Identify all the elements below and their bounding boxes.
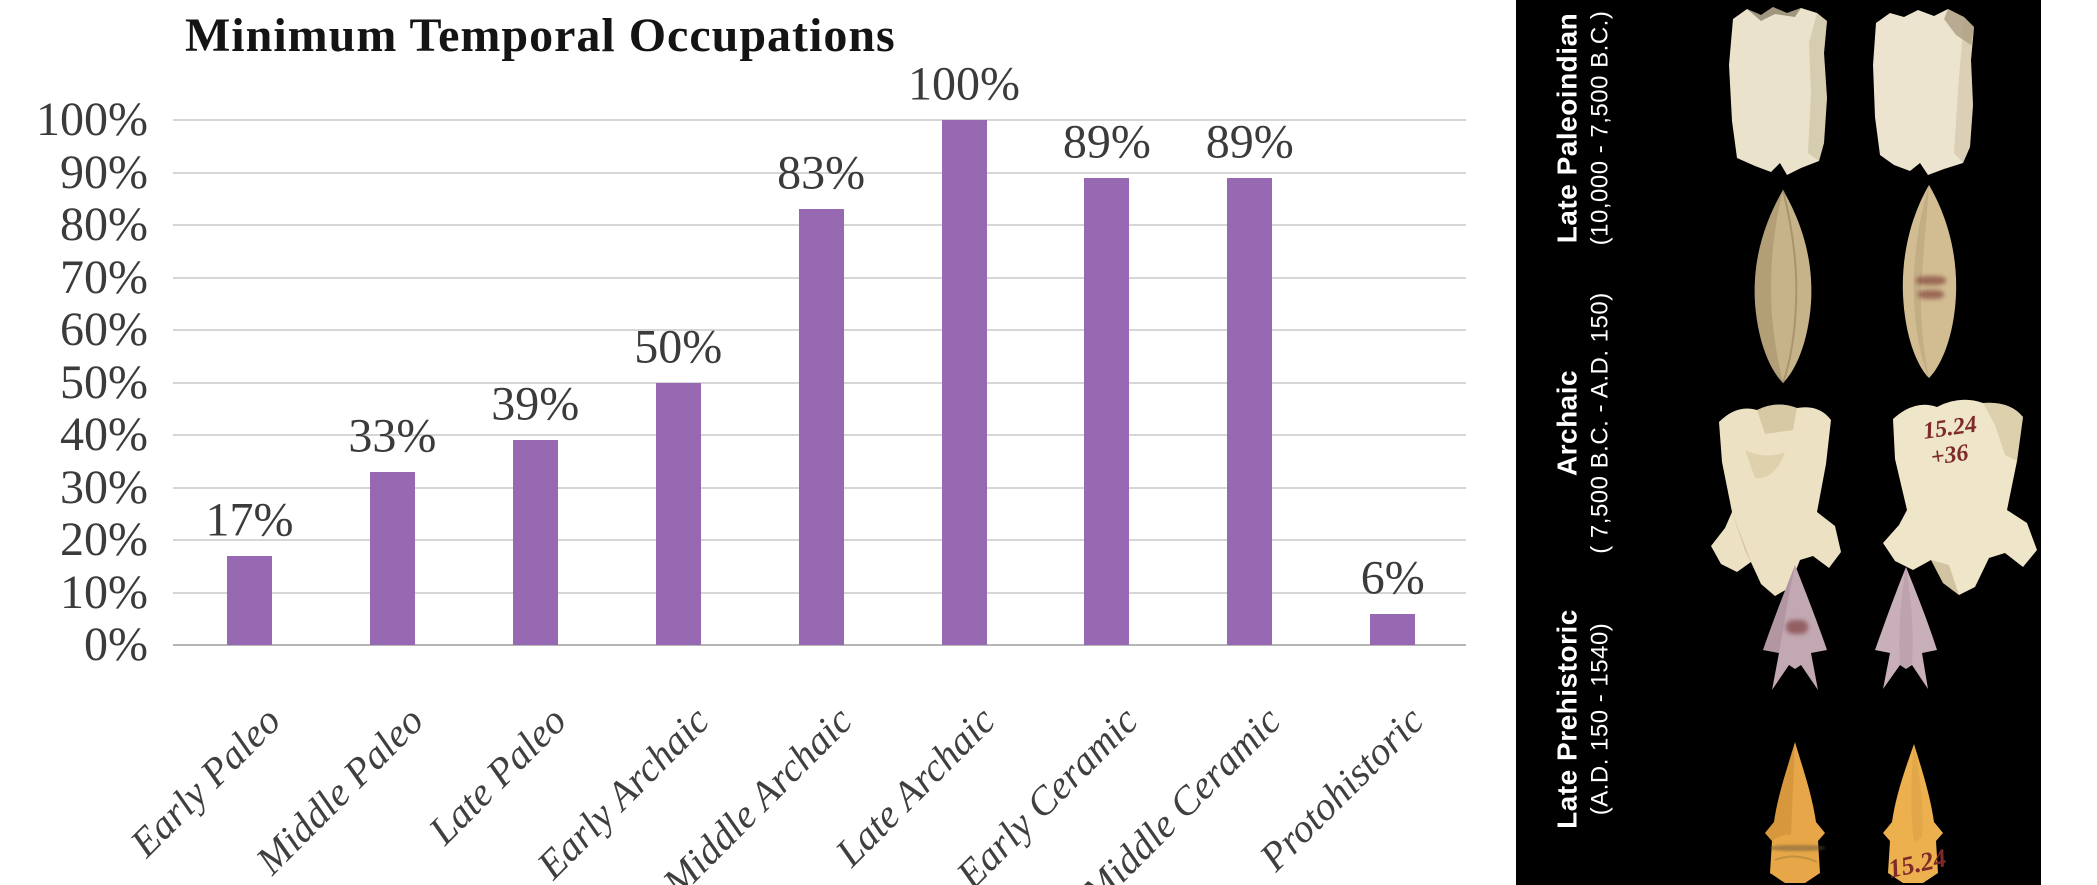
- gridline: [173, 119, 1466, 121]
- bar-value-label: 89%: [1062, 115, 1151, 169]
- artifact-archaic-point-right: [1883, 399, 2037, 595]
- pencil-marking: [1770, 845, 1825, 851]
- y-tick-label: 30%: [60, 460, 148, 514]
- artifact-paleo-scraper-left: [1729, 7, 1827, 175]
- artifact-late-prehistoric-orange-left: [1765, 742, 1825, 883]
- bar: [941, 120, 987, 645]
- period-name: Archaic: [1551, 369, 1583, 477]
- artifact-paleo-leaf-left: [1754, 189, 1812, 384]
- bar-value-label: 33%: [348, 409, 437, 463]
- period-name: Late Paleoindian: [1551, 12, 1583, 244]
- period-label-late-paleoindian: Late Paleoindian (10,000 - 7,500 B.C.): [1552, 11, 1615, 246]
- ink-marking: [1918, 290, 1944, 299]
- bar: [798, 209, 844, 645]
- bar-value-label: 39%: [491, 377, 580, 431]
- artifact-archaic-point-left: [1711, 404, 1841, 596]
- period-range: (10,000 - 7,500 B.C.): [1586, 10, 1614, 246]
- artifact-photo-panel: Late Paleoindian (10,000 - 7,500 B.C.) A…: [1516, 0, 2041, 885]
- artifact-late-prehistoric-pink-right: [1875, 567, 1937, 689]
- bar-value-label: 50%: [634, 320, 723, 373]
- bar-value-label: 17%: [205, 493, 294, 547]
- bar-value-label: 83%: [777, 146, 866, 200]
- y-tick-label: 60%: [60, 303, 148, 356]
- y-tick-label: 100%: [36, 93, 148, 146]
- artifact-paleo-scraper-right: [1873, 9, 1974, 175]
- y-tick-label: 90%: [60, 145, 148, 199]
- y-tick-label: 50%: [60, 355, 148, 409]
- chart-title: Minimum Temporal Occupations: [185, 9, 896, 62]
- bar: [512, 440, 558, 645]
- bar-value-label: 100%: [908, 57, 1020, 111]
- gridline: [173, 171, 1466, 174]
- bar: [227, 555, 272, 645]
- catalog-marking-archaic: 15.24 +36: [1922, 412, 1983, 473]
- y-tick-label: 40%: [60, 408, 148, 461]
- period-label-archaic: Archaic ( 7,500 B.C. - A.D. 150): [1552, 292, 1615, 553]
- bar: [1370, 613, 1416, 645]
- bar-value-label: 89%: [1205, 115, 1294, 169]
- x-axis-line: [173, 644, 1466, 646]
- y-tick-label: 80%: [60, 198, 148, 251]
- y-tick-label: 10%: [60, 565, 148, 619]
- bar: [369, 471, 415, 645]
- period-name: Late Prehistoric: [1551, 609, 1583, 829]
- ink-marking: [1786, 620, 1808, 634]
- artifact-late-prehistoric-orange-right: [1883, 744, 1943, 883]
- period-range: (A.D. 150 - 1540): [1586, 622, 1614, 816]
- y-tick-label: 70%: [60, 250, 148, 304]
- y-tick-label: 0%: [84, 618, 148, 671]
- period-range: ( 7,500 B.C. - A.D. 150): [1586, 292, 1614, 554]
- bar: [655, 382, 701, 645]
- period-label-late-prehistoric: Late Prehistoric (A.D. 150 - 1540): [1552, 609, 1615, 829]
- ink-marking: [1916, 276, 1946, 285]
- bar: [1084, 177, 1130, 645]
- bar-chart-panel: Minimum Temporal Occupations 0% 10% 20% 30%…: [36, 9, 1466, 885]
- y-tick-label: 20%: [60, 513, 148, 566]
- bar: [1227, 177, 1273, 645]
- bar-value-label: 6%: [1360, 551, 1425, 604]
